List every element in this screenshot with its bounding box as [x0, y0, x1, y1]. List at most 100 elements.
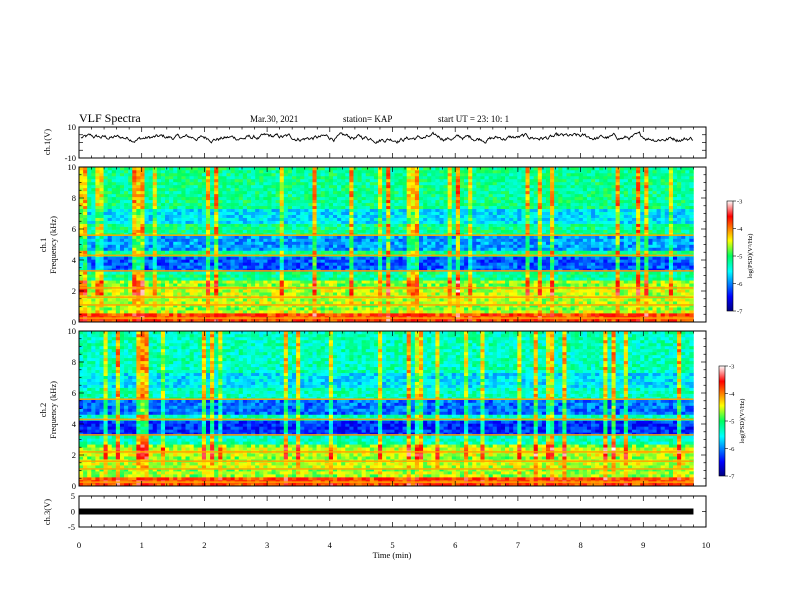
spectrogram-cell	[406, 298, 412, 302]
spectrogram-cell	[398, 223, 403, 227]
spectrogram-cell	[103, 283, 108, 287]
spectrogram-cell	[337, 274, 342, 278]
spectrogram-cell	[132, 232, 137, 236]
spectrogram-cell	[140, 277, 145, 281]
spectrogram-cell	[320, 220, 326, 224]
spectrogram-cell	[394, 301, 399, 305]
spectrogram-cell	[402, 241, 408, 245]
spectrogram-cell	[271, 304, 276, 308]
spectrogram-cell	[292, 304, 297, 308]
spectrogram-cell	[459, 319, 465, 323]
spectrogram-cell	[267, 310, 272, 314]
spectrogram-cell	[435, 244, 440, 248]
spectrogram-cell	[251, 304, 256, 308]
spectrogram-cell	[398, 256, 403, 260]
spectrogram-cell	[373, 268, 379, 272]
spectrogram-cell	[308, 167, 313, 171]
spectrogram-cell	[99, 167, 104, 171]
spectrogram-cell	[87, 277, 92, 281]
spectrogram-cell	[423, 232, 428, 236]
spectrogram-cell	[406, 184, 412, 189]
spectrogram-cell	[201, 202, 207, 207]
spectrogram-cell	[185, 268, 190, 272]
spectrogram-cell	[156, 301, 162, 305]
spectrogram-cell	[283, 169, 289, 174]
spectrogram-cell	[144, 256, 149, 260]
spectrogram-cell	[414, 178, 420, 183]
spectrogram-cell	[222, 319, 227, 323]
spectrogram-cell	[201, 247, 207, 251]
spectrogram-cell	[283, 256, 289, 260]
spectrogram-cell	[136, 187, 141, 192]
spectrogram-cell	[304, 167, 309, 171]
spectrogram-cell	[455, 307, 461, 311]
spectrogram-cell	[316, 190, 321, 195]
spectrogram-cell	[345, 280, 350, 284]
spectrogram-cell	[328, 211, 334, 215]
spectrogram-cell	[193, 310, 199, 314]
spectrogram-cell	[124, 292, 129, 296]
spectrogram-cell	[300, 235, 305, 239]
spectrogram-cell	[173, 298, 178, 302]
spectrogram-cell	[95, 271, 100, 275]
spectrogram-cell	[238, 214, 244, 218]
spectrogram-cell	[152, 205, 158, 210]
spectrogram-cell	[181, 301, 186, 305]
spectrogram-cell	[308, 184, 313, 189]
spectrogram-cell	[382, 268, 387, 272]
spectrogram-cell	[181, 244, 186, 248]
spectrogram-cell	[398, 172, 403, 177]
spectrogram-cell	[185, 175, 190, 180]
spectrogram-cell	[451, 247, 457, 251]
spectrogram-cell	[165, 178, 170, 183]
spectrogram-cell	[451, 223, 457, 227]
spectrogram-cell	[365, 205, 371, 210]
spectrogram-cell	[242, 196, 248, 201]
spectrogram-cell	[398, 208, 403, 213]
spectrogram-cell	[140, 220, 145, 224]
spectrogram-cell	[197, 178, 203, 183]
spectrogram-cell	[111, 280, 117, 284]
spectrogram-cell	[242, 232, 248, 236]
spectrogram-cell	[357, 283, 362, 287]
spectrogram-cell	[140, 268, 145, 272]
spectrogram-cell	[181, 298, 186, 302]
spectrogram-cell	[316, 280, 321, 284]
spectrogram-cell	[332, 223, 338, 227]
spectrogram-cell	[361, 304, 367, 308]
spectrogram-cell	[124, 268, 129, 272]
spectrogram-cell	[353, 292, 358, 296]
spectrogram-cell	[337, 250, 342, 254]
spectrogram-cell	[156, 223, 162, 227]
spectrogram-cell	[287, 262, 293, 266]
spectrogram-cell	[222, 190, 227, 195]
spectrogram-cell	[300, 190, 305, 195]
spectrogram-cell	[189, 268, 194, 272]
spectrogram-cell	[222, 169, 227, 174]
spectrogram-cell	[128, 283, 133, 287]
spectrogram-cell	[292, 167, 297, 171]
spectrogram-cell	[369, 217, 375, 221]
spectrogram-cell	[332, 211, 338, 215]
spectrogram-cell	[201, 307, 207, 311]
spectrogram-cell	[365, 274, 371, 278]
spectrogram-cell	[402, 211, 408, 215]
spectrogram-cell	[210, 313, 215, 317]
spectrogram-cell	[79, 274, 84, 278]
spectrogram-cell	[189, 232, 194, 236]
spectrogram-cell	[455, 313, 461, 317]
spectrogram-cell	[238, 241, 244, 245]
spectrogram-cell	[210, 235, 215, 239]
spectrogram-cell	[156, 175, 162, 180]
spectrogram-cell	[197, 307, 203, 311]
spectrogram-cell	[185, 247, 190, 251]
spectrogram-cell	[435, 223, 440, 227]
spectrogram-cell	[300, 265, 305, 269]
spectrogram-cell	[296, 235, 301, 239]
spectrogram-cell	[304, 280, 309, 284]
spectrogram-cell	[222, 187, 227, 192]
spectrogram-cell	[353, 268, 358, 272]
spectrogram-cell	[414, 232, 420, 236]
spectrogram-cell	[259, 307, 264, 311]
spectrogram-cell	[165, 319, 170, 323]
